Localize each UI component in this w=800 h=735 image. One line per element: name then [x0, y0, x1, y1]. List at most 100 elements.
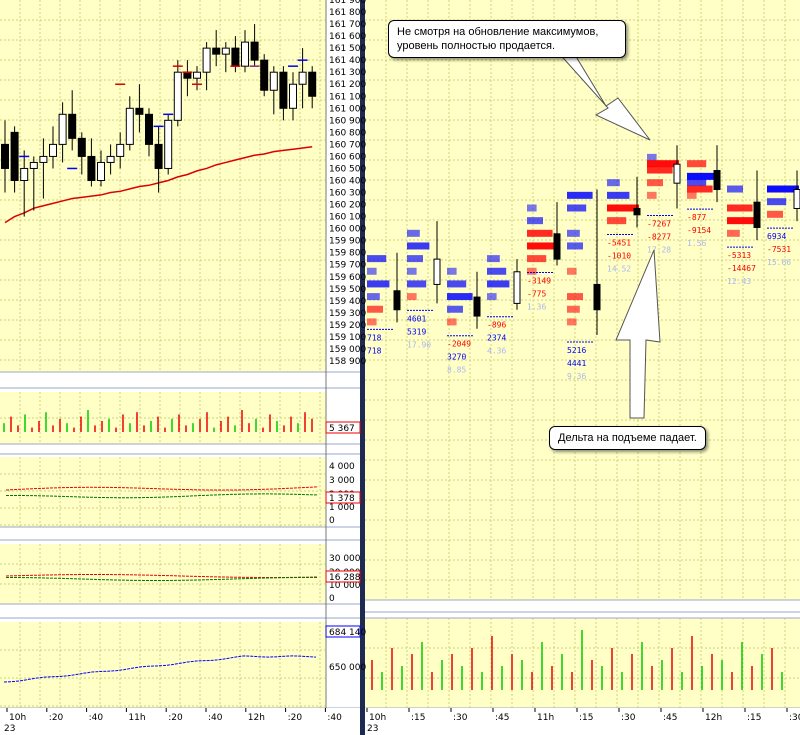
footprint-value: -5451: [607, 238, 631, 247]
candle: [106, 144, 115, 175]
candle-body: [68, 113, 77, 139]
footprint-body: [433, 258, 441, 285]
footprint-value: 5319: [407, 327, 426, 336]
sell-volume-cell: [367, 318, 377, 326]
candle: [221, 42, 230, 73]
candle-body: [193, 71, 201, 79]
buy-volume-cell: [567, 191, 593, 199]
footprint-value: -14467: [727, 264, 756, 273]
price-tick-label: 159 200: [329, 321, 366, 331]
buy-volume-cell: [767, 198, 787, 206]
candle-body: [164, 119, 173, 169]
buy-volume-cell: [487, 255, 500, 263]
candle-body: [116, 143, 125, 157]
sell-volume-cell: [647, 191, 657, 199]
candle-body: [49, 143, 57, 157]
candle: [125, 96, 134, 151]
price-tick-label: 161 700: [329, 20, 366, 30]
indicator3-line: [3, 655, 317, 683]
price-tick-label: 160 300: [329, 189, 366, 199]
candle-body: [58, 113, 67, 145]
candle-body: [250, 41, 259, 61]
indicator1-value-box: [325, 491, 361, 504]
footprint-value: 3270: [447, 353, 466, 362]
candle-body: [289, 83, 297, 109]
indicator2-line-a: [5, 573, 319, 579]
sell-volume-cell: [687, 191, 697, 199]
buy-volume-cell: [487, 280, 510, 288]
indicator1-line-b: [5, 493, 319, 499]
candle: [212, 30, 221, 67]
buy-volume-cell: [567, 229, 580, 237]
candle: [250, 24, 259, 67]
indicator3-value-box: [325, 625, 361, 638]
candle: [39, 138, 48, 199]
right-time-label: :15: [411, 713, 425, 723]
footprint-value: -5313: [727, 251, 751, 260]
footprint-value: -9154: [687, 226, 711, 235]
buy-volume-cell: [527, 217, 543, 225]
sell-volume-cell: [727, 217, 759, 225]
candle: [193, 66, 201, 91]
buy-volume-cell: [527, 204, 537, 212]
footprint-column: -896 2374 4.36: [487, 255, 521, 356]
footprint-value: -1010: [607, 251, 631, 260]
price-tick-label: 160 800: [329, 128, 366, 138]
buy-volume-cell: [607, 179, 620, 187]
buy-volume-cell: [447, 267, 457, 275]
footprint-body: [633, 207, 641, 216]
footprint-body: [593, 283, 601, 311]
price-tick-label: 159 000: [329, 345, 366, 355]
candle: [49, 126, 57, 169]
indicator2-tick: 0: [329, 594, 335, 604]
sell-volume-cell: [527, 267, 537, 275]
indicator2-tick: 10 000: [329, 581, 361, 591]
price-tick-label: 160 900: [329, 116, 366, 126]
candle-body: [77, 137, 86, 157]
buy-volume-cell: [407, 280, 427, 288]
buy-volume-cell: [367, 267, 377, 275]
left-volume-panel: [0, 392, 326, 444]
candle-body: [241, 41, 249, 67]
sell-volume-cell: [567, 267, 577, 275]
left-indicator3-panel: [0, 622, 326, 708]
left-ind2-grid: [0, 544, 326, 604]
price-tick-label: 159 100: [329, 333, 366, 343]
buy-volume-cell: [487, 293, 497, 301]
left-indicator1-panel: [0, 457, 326, 527]
annotation-bottom: Дельта на подъеме падает.: [549, 426, 706, 450]
right-time-label: :30: [621, 713, 636, 723]
buy-volume-cell: [487, 267, 507, 275]
footprint-body: [553, 233, 561, 260]
candle: [260, 54, 269, 97]
candle-body: [10, 131, 19, 181]
footprint-value: 17.90: [407, 340, 431, 349]
footprint-value: 9.36: [567, 372, 586, 381]
buy-volume-cell: [727, 185, 743, 193]
footprint-body: [793, 189, 800, 209]
volume-value-label: 5 367: [329, 424, 355, 434]
sell-volume-cell: [527, 255, 547, 263]
buy-volume-cell: [407, 255, 423, 263]
footprint-value: 8.85: [447, 366, 466, 375]
buy-volume-cell: [367, 293, 380, 301]
candle-body: [212, 47, 221, 55]
indicator2-line-b: [5, 577, 319, 582]
candle-body: [39, 155, 48, 163]
price-tick-label: 159 700: [329, 261, 366, 271]
right-time-label: 11h: [537, 713, 554, 723]
footprint-value: -775: [527, 289, 546, 298]
candle: [77, 132, 86, 175]
footprint-body: [393, 290, 401, 311]
buy-volume-cell: [647, 153, 657, 161]
candle-body: [97, 161, 105, 181]
sell-volume-cell: [647, 179, 663, 187]
buy-volume-cell: [767, 185, 799, 193]
footprint-value: 4.36: [487, 347, 506, 356]
right-time-label: :30: [789, 713, 800, 723]
left-time-label: 10h: [9, 713, 26, 723]
price-tick-label: 159 400: [329, 297, 366, 307]
price-tick-label: 160 200: [329, 201, 366, 211]
buy-volume-cell: [687, 172, 719, 180]
